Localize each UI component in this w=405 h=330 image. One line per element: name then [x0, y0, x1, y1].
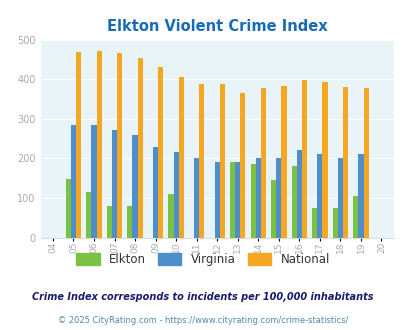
Bar: [107, 206, 112, 238]
Bar: [76, 52, 81, 238]
Bar: [301, 81, 306, 238]
Bar: [255, 158, 260, 238]
Bar: [332, 208, 337, 238]
Bar: [91, 125, 96, 238]
Bar: [311, 208, 317, 238]
Bar: [291, 166, 296, 238]
Bar: [352, 196, 358, 238]
Title: Elkton Violent Crime Index: Elkton Violent Crime Index: [107, 19, 327, 34]
Text: Crime Index corresponds to incidents per 100,000 inhabitants: Crime Index corresponds to incidents per…: [32, 292, 373, 302]
Bar: [250, 164, 255, 238]
Bar: [275, 158, 281, 238]
Bar: [317, 154, 322, 238]
Bar: [178, 77, 183, 238]
Bar: [362, 87, 368, 238]
Bar: [132, 135, 137, 238]
Bar: [234, 162, 240, 238]
Bar: [112, 130, 117, 238]
Bar: [214, 162, 219, 238]
Bar: [240, 93, 245, 238]
Bar: [260, 88, 265, 238]
Bar: [127, 206, 132, 238]
Bar: [71, 125, 76, 238]
Bar: [173, 152, 178, 238]
Bar: [322, 82, 327, 238]
Bar: [153, 147, 158, 238]
Bar: [296, 150, 301, 238]
Bar: [337, 158, 342, 238]
Bar: [137, 58, 143, 238]
Bar: [117, 53, 122, 238]
Bar: [96, 51, 101, 238]
Bar: [281, 86, 286, 238]
Bar: [358, 154, 362, 238]
Bar: [219, 84, 224, 238]
Bar: [230, 162, 234, 238]
Bar: [194, 158, 199, 238]
Bar: [158, 67, 163, 238]
Bar: [342, 87, 347, 238]
Bar: [168, 194, 173, 238]
Bar: [271, 180, 275, 238]
Bar: [66, 179, 71, 238]
Text: © 2025 CityRating.com - https://www.cityrating.com/crime-statistics/: © 2025 CityRating.com - https://www.city…: [58, 316, 347, 325]
Legend: Elkton, Virginia, National: Elkton, Virginia, National: [76, 253, 329, 266]
Bar: [199, 84, 204, 238]
Bar: [86, 192, 91, 238]
